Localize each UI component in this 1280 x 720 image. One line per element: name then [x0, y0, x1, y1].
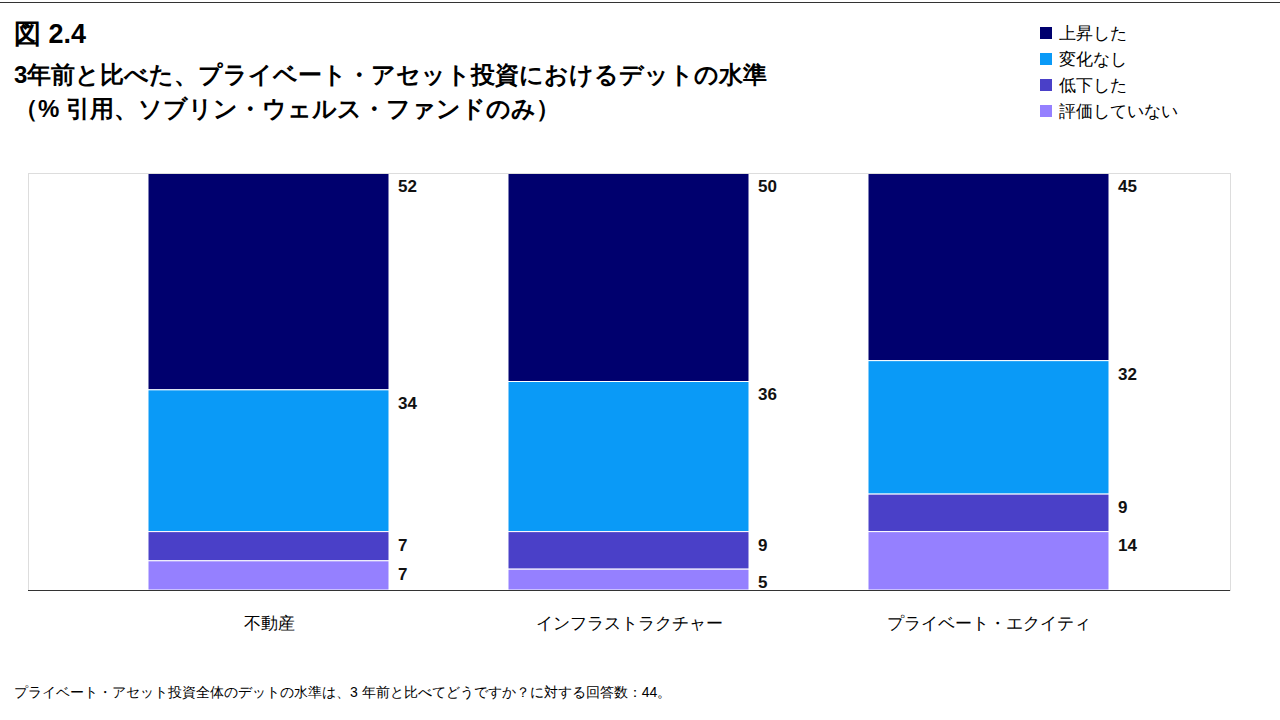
svg-text:プライベート・エクイティ: プライベート・エクイティ [887, 614, 1091, 633]
html-text:（% 引用、ソブリン・ウェルス・ファンドのみ）: （% 引用、ソブリン・ウェルス・ファンドのみ） [14, 95, 560, 122]
html-text:評価していない: 評価していない [1059, 101, 1178, 121]
svg-text:32: 32 [1118, 365, 1137, 384]
svg-text:9: 9 [1118, 498, 1127, 517]
html-text:プライベート・アセット投資全体のデットの水準は、3 年前と比: プライベート・アセット投資全体のデットの水準は、3 年前と比べてどうですか？に対… [14, 684, 672, 700]
html-text:低下した: 低下した [1059, 75, 1127, 95]
svg-text:14: 14 [1118, 536, 1137, 555]
html-text:図 2.4: 図 2.4 [14, 19, 86, 49]
svg-text:7: 7 [398, 565, 407, 584]
svg-text:不動産: 不動産 [244, 614, 295, 633]
svg-text:36: 36 [758, 385, 777, 404]
html-text:上昇した: 上昇した [1059, 23, 1127, 43]
svg-text:45: 45 [1118, 177, 1137, 196]
svg-text:50: 50 [758, 177, 777, 196]
html-text:変化なし: 変化なし [1059, 49, 1127, 69]
svg-text:5: 5 [758, 573, 767, 592]
svg-text:34: 34 [398, 394, 417, 413]
svg-text:9: 9 [758, 536, 767, 555]
svg-text:52: 52 [398, 177, 417, 196]
svg-text:7: 7 [398, 536, 407, 555]
html-text:3年前と比べた、プライベート・アセット投資におけるデットの水: 3年前と比べた、プライベート・アセット投資におけるデットの水準 [14, 61, 768, 88]
svg-text:インフラストラクチャー: インフラストラクチャー [536, 614, 723, 633]
